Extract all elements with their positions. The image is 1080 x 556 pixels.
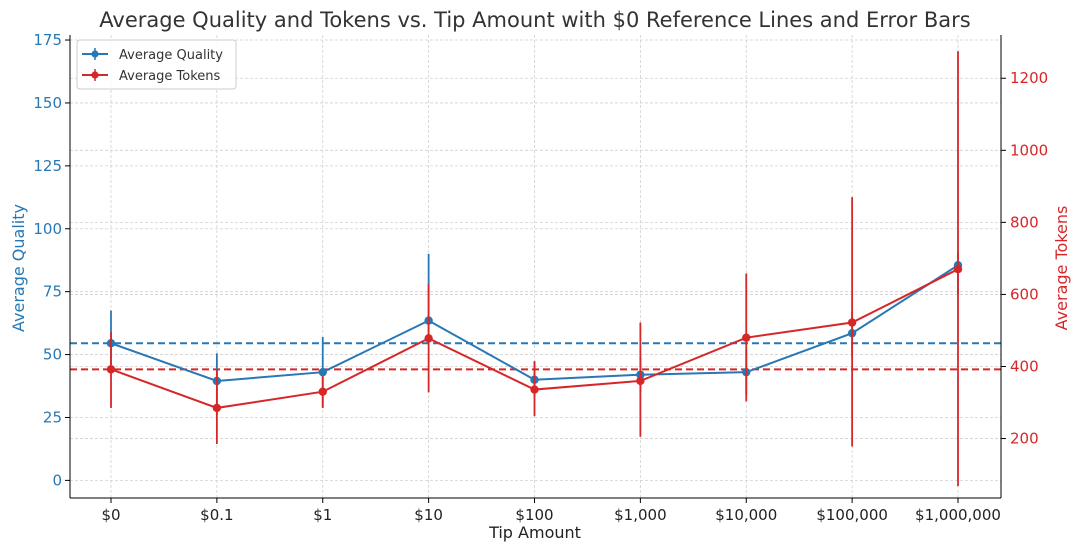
data-point-tokens [953,265,963,274]
y-tick-label-right: 400 [1010,357,1039,375]
x-axis-label: Tip Amount [488,523,581,542]
y-axis-label-left: Average Quality [9,204,28,332]
y-tick-label-right: 1000 [1010,141,1048,159]
legend: Average Quality Average Tokens [76,39,237,90]
data-point-tokens [742,333,751,342]
y-tick-label-right: 600 [1010,285,1039,303]
y-tick-label-right: 200 [1010,430,1039,448]
x-tick-label: $10,000 [715,506,777,524]
x-tick-label: $10 [414,506,443,524]
x-tick-label: $100 [515,506,553,524]
x-tick-label: $1,000 [614,506,667,524]
x-tick-label: $0 [101,506,120,524]
y-axis-label-right: Average Tokens [1052,206,1071,331]
grid-layer [70,35,1001,498]
data-point-tokens [847,318,857,327]
y-tick-label-left: 75 [43,283,62,301]
axes-layer: $0 $0.1 $1 $10 $100 $1,000 $10,000 $100,000 $1,0… [33,31,1048,524]
y-tick-label-left: 100 [33,220,62,238]
x-tick-label: $0.1 [200,506,233,524]
y-tick-label-left: 150 [33,94,62,112]
data-point-quality [318,367,327,377]
y-tick-label-right: 1200 [1010,69,1048,87]
y-tick-label-left: 175 [33,31,62,49]
x-tick-label: $1 [313,506,332,524]
reference-lines [70,342,1001,371]
legend-item-quality: Average Quality [82,48,223,63]
data-point-tokens [106,365,116,374]
x-tick-label: $1,000,000 [915,506,1001,524]
data-point-tokens [636,376,645,386]
data-point-tokens [212,403,222,413]
data-point-tokens [318,387,327,396]
series-tokens [106,51,963,487]
y-tick-label-left: 50 [43,346,62,364]
legend-item-tokens: Average Tokens [82,69,221,84]
y-tick-label-right: 800 [1010,213,1039,231]
y-tick-label-left: 125 [33,157,62,175]
legend-frame [76,39,237,90]
data-point-tokens [530,385,539,394]
y-tick-label-left: 0 [52,471,62,489]
chart-title: Average Quality and Tokens vs. Tip Amoun… [99,8,970,32]
legend-quality-label: Average Quality [119,48,223,63]
series-layer [106,51,963,487]
legend-tokens-marker [91,71,99,79]
legend-tokens-label: Average Tokens [119,69,221,84]
data-point-tokens [424,334,433,343]
y-tick-label-left: 25 [43,408,62,426]
legend-quality-marker [91,50,99,58]
x-tick-label: $100,000 [816,506,888,524]
